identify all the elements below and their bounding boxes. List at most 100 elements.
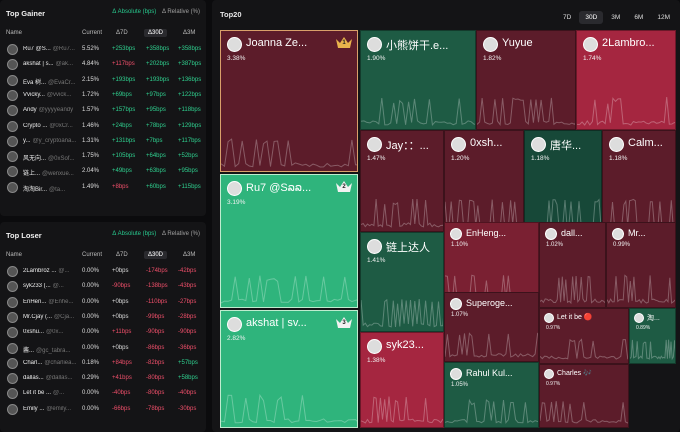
row-name[interactable]: 2Lambroz ... @... xyxy=(23,268,70,274)
treemap-tile[interactable]: Joanna Ze... 3.38% 1 xyxy=(220,30,358,172)
table-row[interactable]: 酱... @gc_tabra... 0.00% +0bps -86bps -36bps xyxy=(6,342,202,356)
table-row[interactable]: 链上... @wenxue... 2.04% +49bps +63bps +95bps xyxy=(6,165,202,179)
row-name[interactable]: Let it be ... @... xyxy=(23,390,65,397)
table-row[interactable]: syk233 (... @... 0.00% -90bps -138bps -43bps xyxy=(6,280,202,294)
avatar xyxy=(7,74,18,86)
row-delta-3m: +117bps xyxy=(178,137,201,144)
row-delta-3m: -43bps xyxy=(178,283,197,290)
table-row[interactable]: Vvicky... @vvick... 1.72% +69bps +97bps +122b… xyxy=(6,89,202,103)
row-name[interactable]: Charl... @charliea... xyxy=(23,359,77,366)
table-row[interactable]: EnHen... @Enhe... 0.00% +0bps -110bps -27bps xyxy=(6,296,202,310)
col-3m[interactable]: Δ3M xyxy=(183,30,196,36)
row-name[interactable]: Crypto ... @0xCr... xyxy=(23,122,73,129)
tile-name: Charles 🎶 xyxy=(557,370,592,377)
row-name[interactable]: Ru7 @S... @Ru7... xyxy=(23,46,75,52)
range-6m[interactable]: 6M xyxy=(634,14,644,21)
treemap-tile[interactable]: Yuyue 1.82% xyxy=(476,30,576,130)
table-row[interactable]: Eva 树... @EvaCr... 2.15% +193bps +193bps +136… xyxy=(6,74,202,88)
tile-percent: 0.89% xyxy=(636,325,651,331)
table-row[interactable]: Crypto ... @0xCr... 1.46% +24bps +78bps +129b… xyxy=(6,120,202,134)
col-7d[interactable]: Δ7D xyxy=(116,30,128,36)
col-current[interactable]: Current xyxy=(82,252,103,258)
table-row[interactable]: Charl... @charliea... 0.18% +84bps -82bps +57… xyxy=(6,357,202,371)
avatar xyxy=(227,317,242,332)
avatar xyxy=(7,151,18,163)
table-row[interactable]: Let it be ... @... 0.00% -40bps -80bps -40bps xyxy=(6,387,202,401)
col-current[interactable]: Current xyxy=(82,30,103,36)
col-3m[interactable]: Δ3M xyxy=(183,252,196,258)
treemap-tile[interactable]: 小熊饼干.e... 1.90% xyxy=(360,30,476,130)
avatar xyxy=(451,137,466,152)
row-name[interactable]: EnHen... @Enhe... xyxy=(23,298,74,305)
col-7d[interactable]: Δ7D xyxy=(116,252,128,258)
row-name[interactable]: Emily ... @emily... xyxy=(23,405,71,412)
row-name[interactable]: Vvicky... @vvick... xyxy=(23,91,72,98)
table-row[interactable]: Emily ... @emily... 0.00% -66bps -78bps -30bp… xyxy=(6,403,202,417)
table-row[interactable]: Mr.Cjay (... @Cja... 0.00% +0bps -99bps -28bp… xyxy=(6,311,202,325)
treemap-tile[interactable]: 0xsh... 1.20% xyxy=(444,130,524,232)
row-name[interactable]: 淘淘Bir... @ta... xyxy=(23,186,66,193)
gainer-absolute-toggle[interactable]: Δ Absolute (bps) xyxy=(112,9,157,15)
table-row[interactable]: 0xshu... @0x... 0.00% +11bps -90bps -90bps xyxy=(6,326,202,340)
treemap-tile[interactable]: Ru7 @Sລລ... 3.19% 2 xyxy=(220,174,358,308)
table-row[interactable]: dallas... @dallas... 0.29% +41bps -80bps +58b… xyxy=(6,372,202,386)
row-name[interactable]: dallas... @dallas... xyxy=(23,375,73,382)
row-name[interactable]: Mr.Cjay (... @Cja... xyxy=(23,313,75,320)
row-handle: @ta... xyxy=(49,186,66,193)
treemap-tile[interactable]: Charles 🎶 0.97% xyxy=(539,364,629,428)
row-name[interactable]: Eva 树... @EvaCr... xyxy=(23,79,76,86)
treemap-tile[interactable]: syk23... 1.38% xyxy=(360,332,444,428)
treemap-tile[interactable]: Rahul Kul... 1.05% xyxy=(444,362,539,428)
treemap-tile[interactable]: 唐华... 1.18% xyxy=(524,130,602,232)
tile-name: 淘... xyxy=(647,315,660,322)
row-handle: @dallas... xyxy=(45,375,73,382)
table-row[interactable]: y... @y_cryptoana... 1.31% +131bps +7bps +117… xyxy=(6,135,202,149)
row-name[interactable]: syk233 (... @... xyxy=(23,283,64,290)
row-name[interactable]: akshat | s... @ak... xyxy=(23,61,74,68)
treemap-tile[interactable]: 淘... 0.89% xyxy=(629,308,676,364)
top20-title: Top20 xyxy=(220,10,242,19)
treemap-tile[interactable]: 链上达人 1.41% xyxy=(360,232,444,332)
row-name[interactable]: 0xshu... @0x... xyxy=(23,329,64,336)
table-row[interactable]: akshat | s... @ak... 4.84% +117bps +202bps +3… xyxy=(6,58,202,72)
treemap-tile[interactable]: Mr... 0.99% xyxy=(606,222,676,308)
loser-column-headers: Name Current Δ7D Δ30D Δ3M xyxy=(6,251,202,262)
treemap-tile[interactable]: 2Lambro... 1.74% xyxy=(576,30,676,130)
row-name[interactable]: Andy @yyyyeandy xyxy=(23,107,74,114)
table-row[interactable]: Ru7 @S... @Ru7... 5.52% +253bps +358bps +358b… xyxy=(6,43,202,57)
avatar xyxy=(7,44,18,55)
row-delta-3m: -27bps xyxy=(178,298,197,305)
row-delta-7d: +84bps xyxy=(112,359,132,366)
row-delta-7d: -66bps xyxy=(112,405,131,412)
treemap-tile[interactable]: Calm... 1.18% xyxy=(602,130,676,232)
row-current: 2.15% xyxy=(82,76,100,83)
avatar xyxy=(367,137,382,152)
row-name[interactable]: 风无向... @0xSof... xyxy=(23,156,75,163)
range-30d[interactable]: 30D xyxy=(579,11,604,24)
table-row[interactable]: 淘淘Bir... @ta... 1.49% +8bps +60bps +115bps xyxy=(6,181,202,195)
row-handle: @emily... xyxy=(46,405,71,412)
treemap-tile[interactable]: Jay：：... 1.47% xyxy=(360,130,444,232)
treemap-tile[interactable]: dall... 1.02% xyxy=(539,222,606,308)
treemap-tile[interactable]: akshat | sv... 2.82% 3 xyxy=(220,310,358,428)
row-delta-3m: -30bps xyxy=(178,405,197,412)
range-7d[interactable]: 7D xyxy=(563,14,572,21)
table-row[interactable]: Andy @yyyyeandy 1.57% +157bps +95bps +118bps xyxy=(6,104,202,118)
row-name[interactable]: y... @y_cryptoana... xyxy=(23,137,77,144)
row-current: 0.18% xyxy=(82,359,100,366)
treemap-tile[interactable]: Let it be 🔴 0.97% xyxy=(539,308,629,364)
avatar xyxy=(7,266,18,277)
loser-relative-toggle[interactable]: Δ Relative (%) xyxy=(161,231,200,237)
row-name[interactable]: 酱... @gc_tabra... xyxy=(23,347,71,354)
col-30d[interactable]: Δ30D xyxy=(144,251,168,259)
row-delta-7d: +69bps xyxy=(112,91,132,98)
range-12m[interactable]: 12M xyxy=(657,14,670,21)
treemap-tile[interactable]: Superoge... 1.07% xyxy=(444,292,539,362)
table-row[interactable]: 2Lambroz ... @... 0.00% +0bps -174bps -42bps xyxy=(6,265,202,279)
table-row[interactable]: 风无向... @0xSof... 1.75% +105bps +64bps +52bps xyxy=(6,150,202,164)
row-name[interactable]: 链上... @wenxue... xyxy=(23,171,74,178)
gainer-relative-toggle[interactable]: Δ Relative (%) xyxy=(161,9,200,15)
loser-absolute-toggle[interactable]: Δ Absolute (bps) xyxy=(112,231,157,237)
col-30d[interactable]: Δ30D xyxy=(144,29,168,37)
range-3m[interactable]: 3M xyxy=(611,14,621,21)
